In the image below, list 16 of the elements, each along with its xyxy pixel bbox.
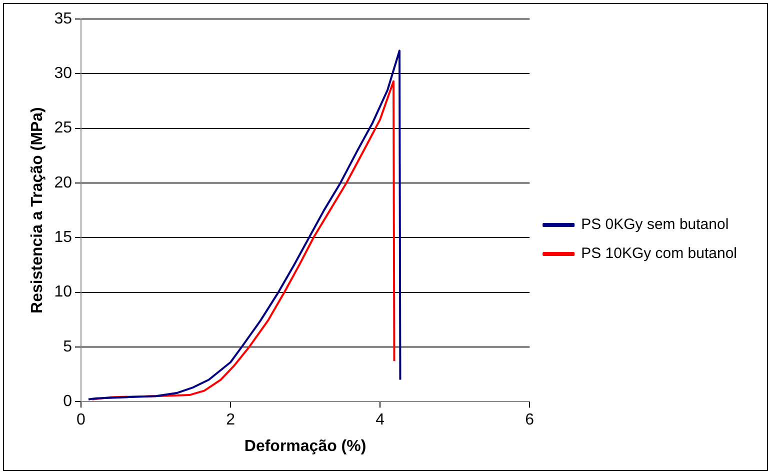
x-tick-label: 2 xyxy=(226,412,236,429)
x-tick-label: 6 xyxy=(525,412,534,429)
x-tick-label: 4 xyxy=(376,412,385,429)
y-tick-label: 15 xyxy=(54,229,72,246)
legend-label: PS 0KGy sem butanol xyxy=(581,216,729,234)
y-tick-label: 25 xyxy=(54,120,72,137)
y-tick-label: 10 xyxy=(54,284,72,301)
y-tick-label: 30 xyxy=(54,65,72,82)
y-tick-label: 5 xyxy=(63,338,72,356)
x-tick-label: 0 xyxy=(76,412,86,429)
y-tick-label: 0 xyxy=(63,393,72,410)
y-tick-label: 35 xyxy=(54,10,72,28)
x-axis-title: Deformação (%) xyxy=(244,438,366,455)
legend-label: PS 10KGy com butanol xyxy=(581,245,738,262)
y-tick-label: 20 xyxy=(54,174,72,192)
y-axis-title: Resistencia a Tração (MPa) xyxy=(29,107,46,314)
